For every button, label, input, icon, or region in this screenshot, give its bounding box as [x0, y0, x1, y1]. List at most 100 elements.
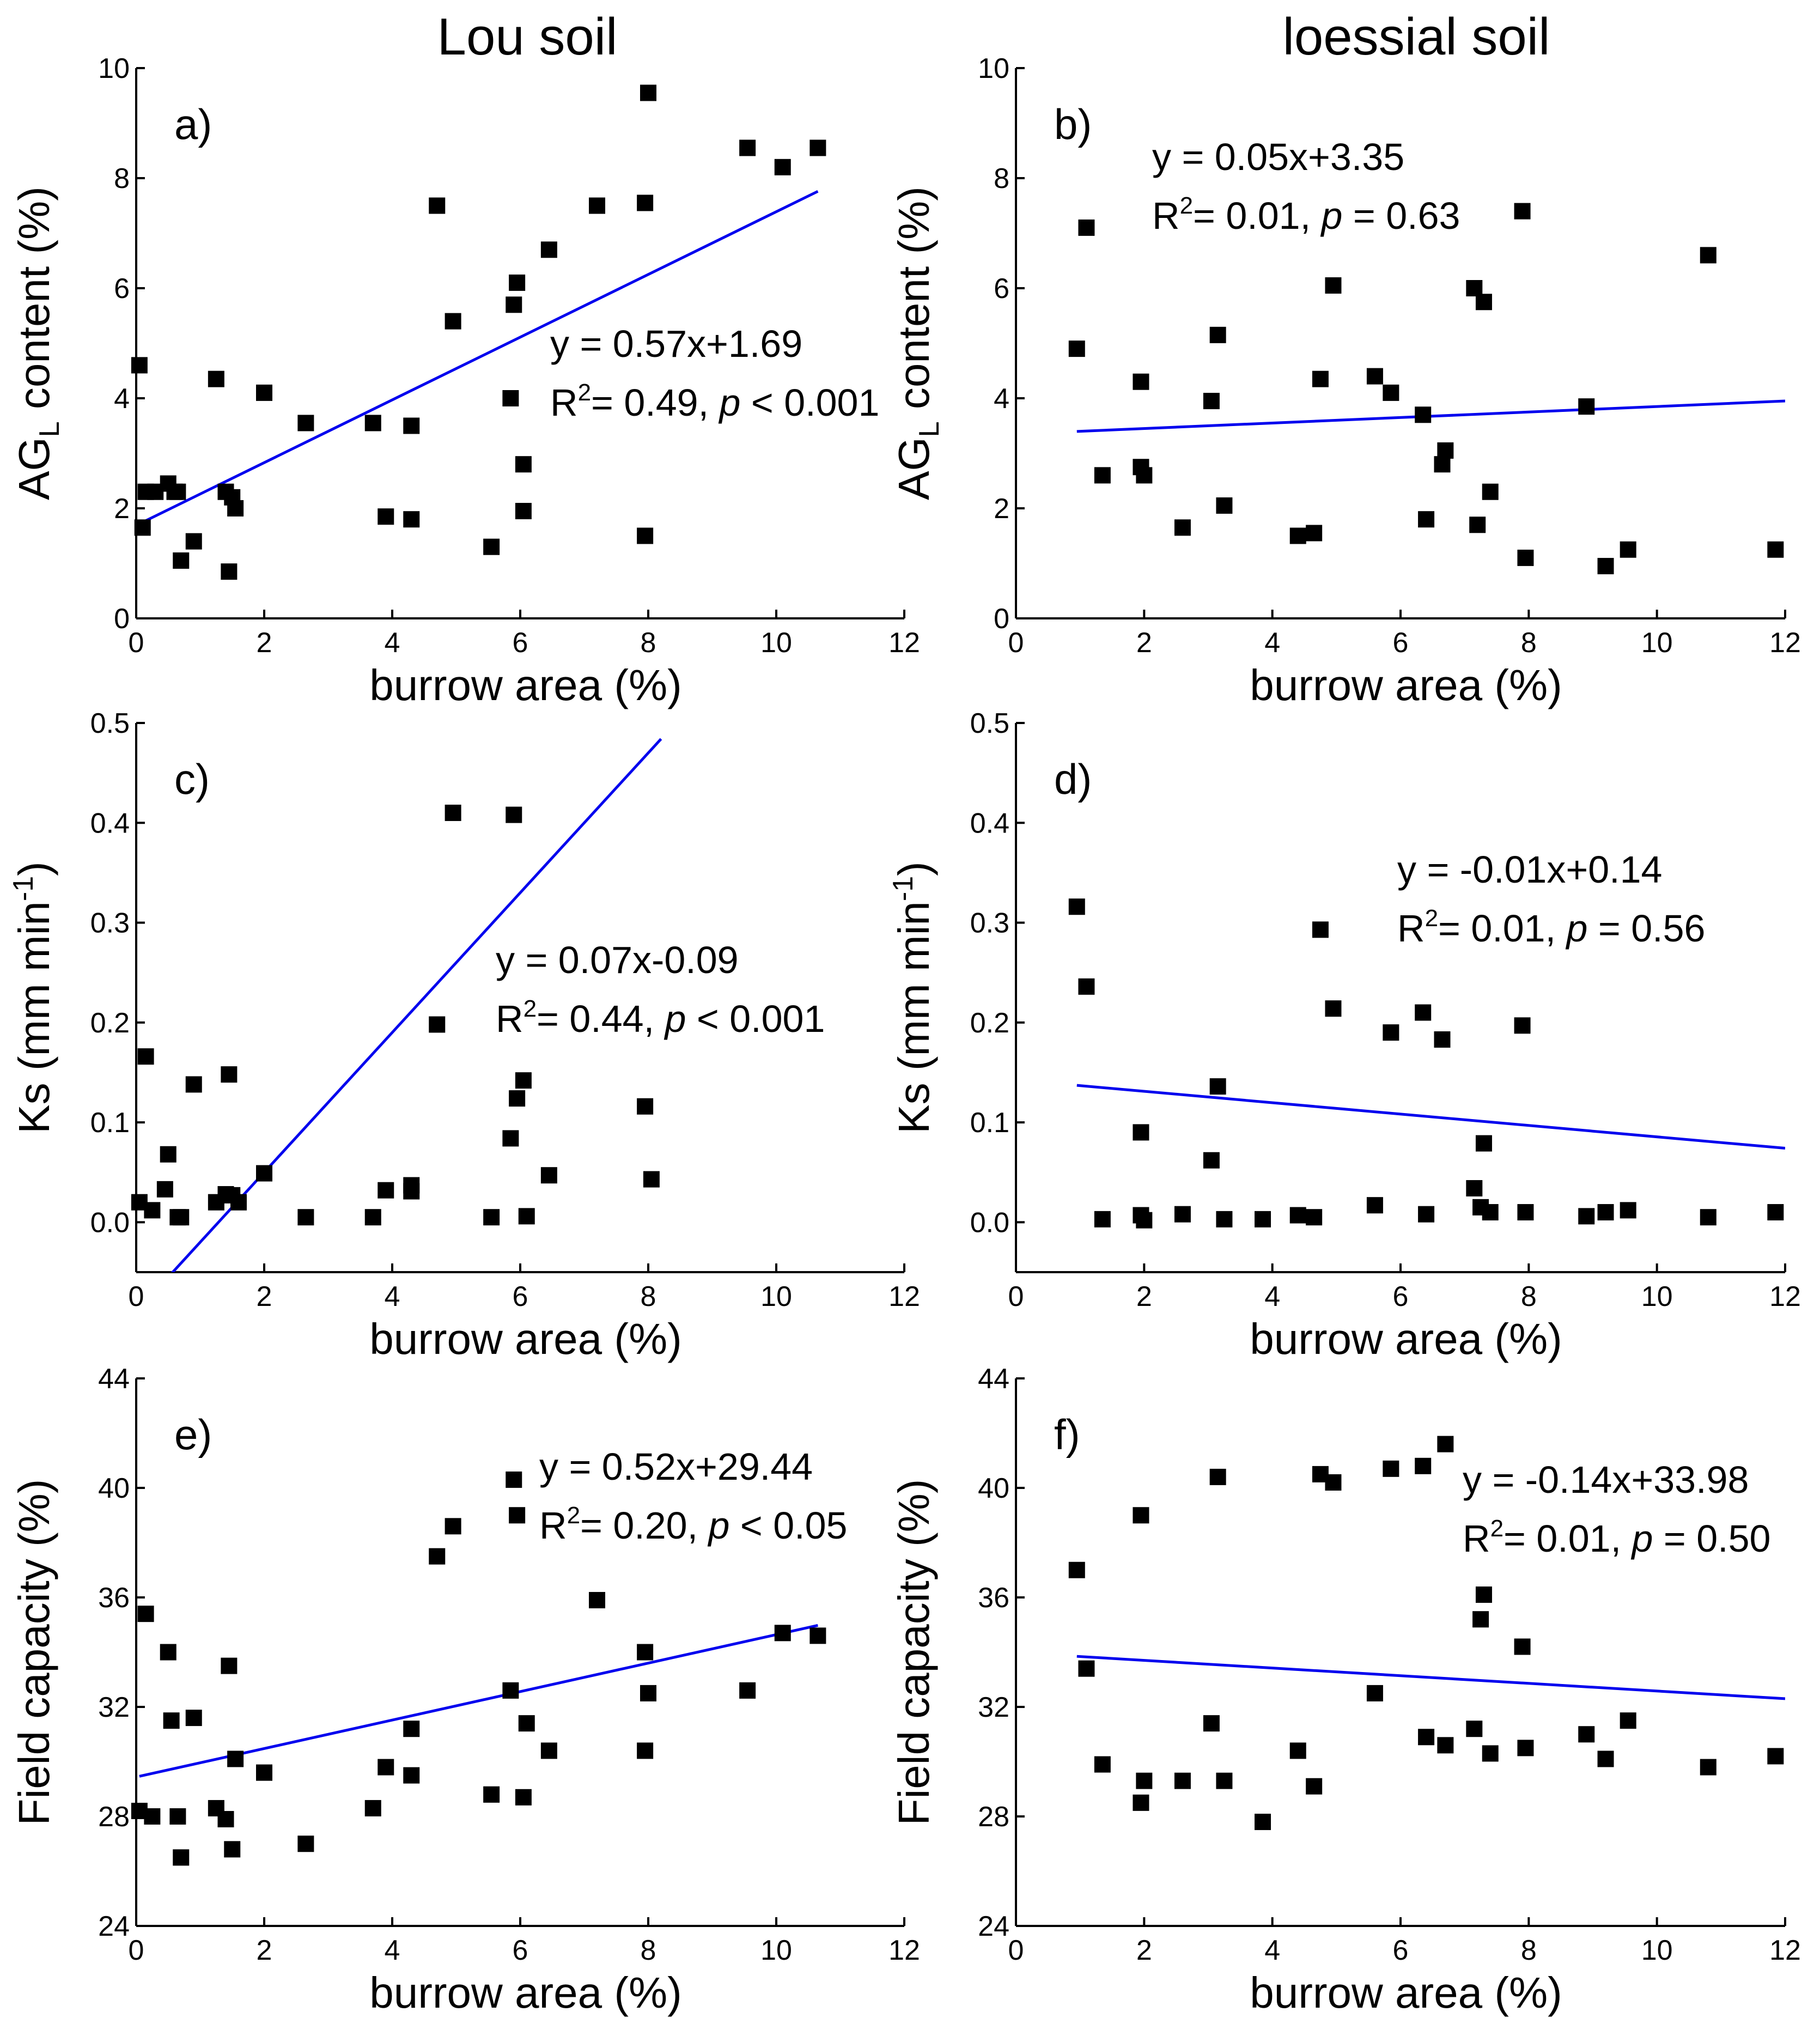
- data-point: [1437, 442, 1454, 459]
- data-point: [540, 241, 557, 258]
- y-tick-label: 28: [98, 1801, 130, 1833]
- data-point: [1216, 497, 1233, 514]
- data-point: [1578, 398, 1595, 415]
- panel-d: 0 2 4 6 8 10 12 0.0 0.1 0.2 0.3 0.4 0.5 burrow area (…: [887, 708, 1801, 1363]
- x-tick-label: 4: [1264, 627, 1280, 659]
- fit-statistics: R2= 0.01, p = 0.56: [1397, 905, 1705, 950]
- y-tick-label: 44: [978, 1363, 1009, 1395]
- panel-label: c): [174, 755, 210, 803]
- y-tick-label: 0.3: [970, 908, 1009, 939]
- x-tick-label: 4: [385, 1281, 400, 1312]
- x-tick-label: 12: [888, 1281, 920, 1312]
- y-tick-label: 0.4: [90, 807, 130, 839]
- y-tick-label: 28: [978, 1801, 1009, 1833]
- x-axis-label: burrow area (%): [369, 661, 682, 709]
- fit-statistics: R2= 0.20, p < 0.05: [539, 1502, 847, 1547]
- x-tick-label: 12: [888, 627, 920, 659]
- data-point: [502, 1130, 519, 1147]
- data-point: [1306, 1209, 1323, 1226]
- data-point: [137, 1606, 154, 1622]
- data-point: [1174, 1772, 1191, 1789]
- y-tick-label: 40: [978, 1473, 1009, 1504]
- data-point: [1174, 1206, 1191, 1223]
- data-point: [134, 519, 151, 536]
- x-tick-label: 12: [1769, 1935, 1801, 1966]
- y-tick-label: 10: [98, 53, 130, 84]
- data-point: [445, 313, 461, 330]
- data-point: [364, 1209, 381, 1226]
- data-point: [144, 1202, 161, 1219]
- data-point: [1597, 1751, 1614, 1767]
- x-tick-label: 12: [888, 1935, 920, 1966]
- data-point: [643, 1171, 660, 1188]
- data-point: [1068, 341, 1085, 357]
- regression-line: [1076, 1655, 1785, 1700]
- data-point: [1312, 370, 1329, 387]
- data-point: [509, 274, 526, 291]
- data-point: [1133, 373, 1149, 390]
- data-point: [589, 1592, 605, 1609]
- data-point: [1289, 1742, 1306, 1759]
- data-point: [256, 384, 272, 401]
- x-tick-label: 6: [513, 627, 528, 659]
- data-point: [297, 1209, 314, 1226]
- y-tick-label: 8: [114, 163, 130, 195]
- data-point: [1415, 1457, 1432, 1474]
- data-point: [1418, 1206, 1435, 1223]
- data-point: [217, 1811, 234, 1828]
- y-tick-label: 24: [978, 1911, 1009, 1942]
- data-point: [637, 527, 654, 544]
- panel-a: 0 2 4 6 8 10 12 0 2 4 6 8 10 burrow area (%) AGL conte…: [10, 53, 920, 709]
- y-tick-label: 0.5: [970, 708, 1009, 739]
- data-point: [403, 1721, 420, 1737]
- x-tick-label: 0: [129, 627, 144, 659]
- data-point: [1325, 1474, 1342, 1491]
- data-point: [224, 1841, 241, 1858]
- y-axis-label: Field capacity (%): [10, 1479, 58, 1826]
- x-tick-label: 4: [385, 1935, 400, 1966]
- data-point: [1700, 247, 1716, 264]
- x-tick-label: 10: [760, 627, 792, 659]
- data-point: [1597, 1204, 1614, 1221]
- x-tick-label: 6: [1393, 627, 1409, 659]
- x-tick-label: 12: [1769, 1281, 1801, 1312]
- data-point: [169, 1808, 186, 1825]
- data-point: [1517, 1740, 1534, 1756]
- y-axis-label: Ks (mm min-1): [8, 861, 58, 1134]
- data-point: [1620, 1712, 1636, 1729]
- data-point: [1415, 1004, 1432, 1021]
- y-tick-label: 0.0: [970, 1207, 1009, 1238]
- fit-statistics: R2= 0.44, p < 0.001: [496, 995, 825, 1040]
- data-point: [1514, 203, 1531, 220]
- x-tick-label: 8: [641, 1281, 656, 1312]
- data-point: [1078, 219, 1095, 236]
- y-tick-label: 0.2: [970, 1007, 1009, 1039]
- data-point: [297, 415, 314, 431]
- y-tick-label: 32: [978, 1692, 1009, 1723]
- x-axis-label: burrow area (%): [1250, 1968, 1562, 2017]
- data-point: [502, 1682, 519, 1699]
- y-axis-label: AGL content (%): [10, 186, 65, 500]
- fit-statistics: R2= 0.49, p < 0.001: [550, 379, 879, 424]
- data-point: [809, 1627, 826, 1644]
- y-tick-label: 4: [994, 383, 1009, 415]
- x-tick-label: 8: [1521, 1281, 1537, 1312]
- data-point: [1255, 1814, 1271, 1831]
- data-point: [1078, 978, 1095, 995]
- data-point: [256, 1165, 272, 1182]
- x-tick-label: 8: [641, 1935, 656, 1966]
- data-point: [589, 197, 605, 214]
- fit-equation: y = 0.52x+29.44: [539, 1445, 813, 1488]
- panel-label: a): [174, 100, 212, 148]
- x-tick-label: 8: [1521, 627, 1537, 659]
- data-point: [1514, 1638, 1531, 1655]
- data-point: [1434, 1031, 1451, 1048]
- data-point: [509, 1507, 526, 1524]
- x-tick-label: 12: [1769, 627, 1801, 659]
- data-point: [515, 503, 532, 520]
- fit-statistics: R2= 0.01, p = 0.63: [1152, 192, 1460, 237]
- data-point: [1203, 393, 1220, 410]
- panel-b: 0 2 4 6 8 10 12 0 2 4 6 8 10 burrow area (%) AGL conte…: [890, 53, 1801, 709]
- data-point: [1597, 558, 1614, 575]
